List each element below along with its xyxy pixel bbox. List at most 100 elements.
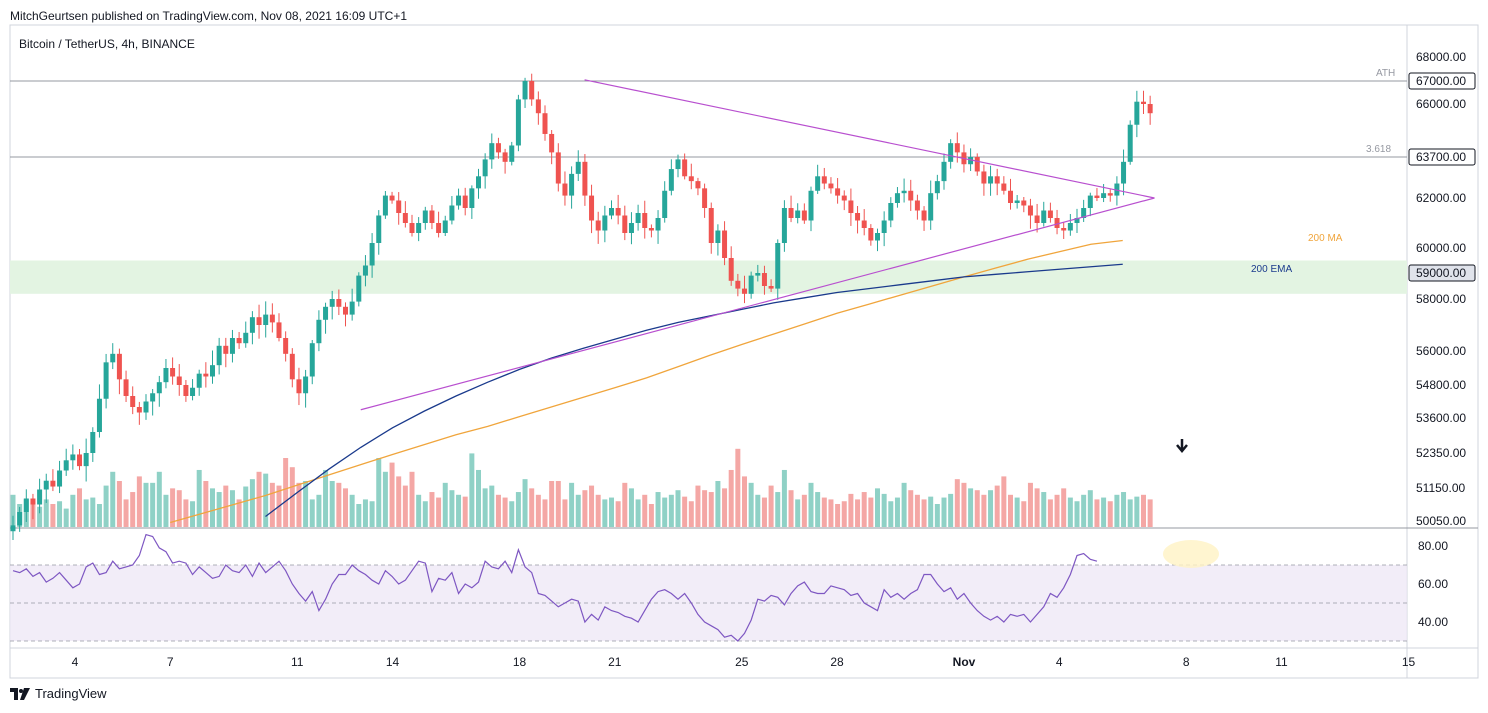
candle-body bbox=[90, 432, 96, 453]
candle-body bbox=[1067, 223, 1073, 231]
candle-body bbox=[356, 275, 362, 302]
volume-bar bbox=[875, 488, 880, 527]
volume-bar bbox=[1021, 501, 1027, 527]
volume-bar bbox=[868, 497, 874, 527]
volume-bar bbox=[622, 482, 628, 527]
candle-body bbox=[402, 213, 408, 223]
candle-body bbox=[362, 265, 368, 276]
volume-bar bbox=[602, 499, 608, 527]
candle-body bbox=[96, 398, 102, 432]
volume-bar bbox=[96, 504, 102, 527]
volume-bar bbox=[349, 494, 355, 527]
candle-body bbox=[10, 525, 16, 532]
price-label-box bbox=[1408, 264, 1476, 282]
candle-body bbox=[881, 220, 887, 233]
time-axis-tick: 11 bbox=[291, 655, 304, 669]
footer-brand[interactable]: TradingView bbox=[10, 686, 107, 701]
volume-bar bbox=[495, 494, 501, 527]
candle-body bbox=[888, 203, 894, 221]
candle-body bbox=[522, 81, 528, 100]
rsi-line bbox=[12, 533, 1098, 642]
candle-body bbox=[901, 190, 907, 194]
volume-bar bbox=[775, 492, 781, 527]
time-axis-tick: Nov bbox=[953, 655, 976, 669]
candle-body bbox=[781, 208, 787, 243]
price-axis-tick: 58000.00 bbox=[1416, 292, 1466, 306]
candle-body bbox=[515, 99, 521, 146]
candle-body bbox=[948, 143, 954, 162]
candle-body bbox=[210, 365, 215, 377]
candle-body bbox=[43, 480, 49, 490]
candle-body bbox=[316, 319, 322, 344]
volume-bar bbox=[442, 482, 448, 527]
price-axis-tick: 62000.00 bbox=[1416, 191, 1466, 205]
candle-body bbox=[941, 161, 947, 182]
volume-bar bbox=[103, 485, 109, 527]
rsi-axis-tick: 40.00 bbox=[1418, 615, 1448, 629]
candle-body bbox=[655, 218, 661, 231]
volume-bar bbox=[190, 501, 196, 527]
volume-bar bbox=[303, 481, 309, 527]
volume-bar bbox=[123, 499, 129, 527]
time-axis-tick: 8 bbox=[1183, 655, 1190, 669]
candle-body bbox=[469, 188, 475, 208]
time-axis-tick: 11 bbox=[1275, 655, 1288, 669]
volume-bar bbox=[914, 494, 920, 527]
candle-body bbox=[176, 376, 182, 385]
candle-body bbox=[529, 81, 535, 100]
candle-body bbox=[323, 306, 329, 320]
volume-bar bbox=[954, 479, 960, 527]
price-label-box bbox=[1408, 72, 1476, 90]
candle-body bbox=[163, 368, 169, 383]
volume-bar bbox=[848, 493, 854, 527]
volume-bar bbox=[695, 485, 701, 527]
volume-bar bbox=[1094, 499, 1100, 527]
candle-body bbox=[150, 393, 156, 402]
volume-bar bbox=[356, 504, 362, 527]
volume-bar bbox=[881, 493, 887, 527]
candle-body bbox=[728, 258, 734, 281]
candle-body bbox=[236, 338, 242, 344]
candle-body bbox=[462, 195, 468, 208]
candle-body bbox=[928, 193, 934, 221]
candle-body bbox=[203, 373, 209, 377]
volume-bar bbox=[748, 482, 754, 527]
volume-bar bbox=[655, 492, 661, 527]
volume-bar bbox=[469, 453, 475, 527]
volume-bar bbox=[170, 488, 176, 527]
volume-bar bbox=[130, 492, 136, 527]
volume-bar bbox=[476, 469, 481, 527]
candle-body bbox=[855, 213, 861, 221]
candle-body bbox=[1134, 101, 1140, 125]
volume-bar bbox=[542, 499, 548, 527]
price-label: 63700.00 bbox=[1416, 150, 1466, 164]
candle-body bbox=[635, 213, 641, 223]
candle-body bbox=[968, 157, 974, 165]
volume-bar bbox=[921, 499, 927, 527]
candle-body bbox=[170, 368, 176, 377]
volume-bar bbox=[362, 499, 368, 527]
candle-body bbox=[715, 230, 721, 243]
candle-body bbox=[861, 220, 867, 228]
time-axis-tick: 28 bbox=[830, 655, 844, 669]
volume-bar bbox=[1114, 494, 1120, 527]
candle-body bbox=[668, 169, 674, 191]
volume-bar bbox=[203, 481, 209, 527]
candle-body bbox=[382, 195, 388, 216]
volume-bar bbox=[43, 499, 49, 527]
candle-body bbox=[648, 228, 654, 231]
volume-bar bbox=[116, 481, 122, 527]
ath-label: ATH bbox=[1376, 68, 1395, 79]
volume-bar bbox=[628, 488, 634, 527]
volume-bar bbox=[702, 490, 708, 527]
candle-body bbox=[289, 353, 295, 380]
volume-bar bbox=[343, 488, 348, 527]
price-axis-tick: 53600.00 bbox=[1416, 411, 1466, 425]
volume-bar bbox=[515, 492, 521, 527]
candle-body bbox=[396, 200, 402, 213]
time-axis-tick: 25 bbox=[735, 655, 749, 669]
candle-body bbox=[389, 195, 395, 201]
candle-body bbox=[535, 99, 541, 114]
volume-bar bbox=[901, 482, 907, 527]
